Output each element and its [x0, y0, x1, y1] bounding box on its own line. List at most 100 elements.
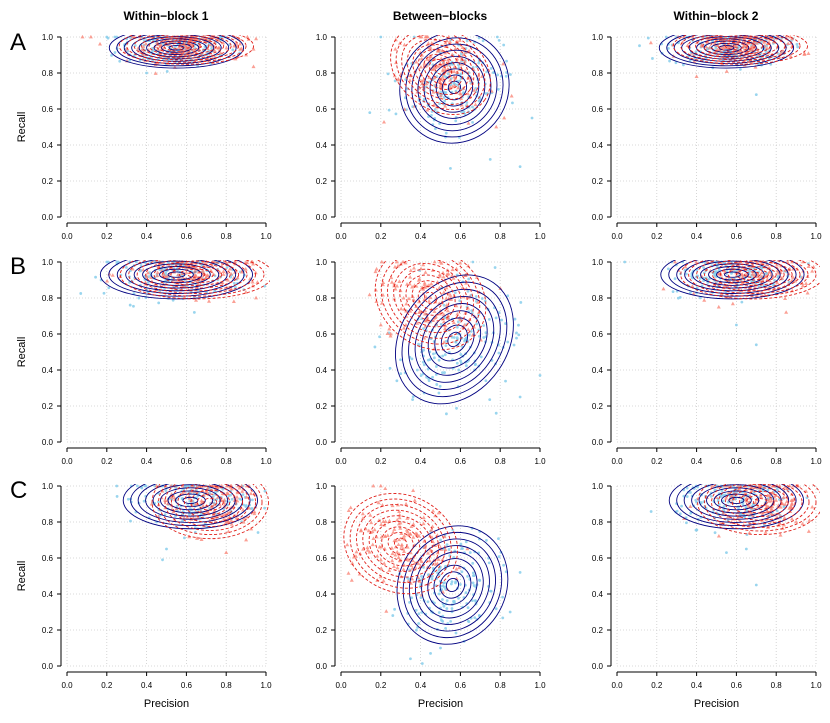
contour-line	[128, 260, 265, 297]
data-point-triangle	[411, 535, 416, 539]
data-point-triangle	[397, 509, 402, 513]
data-point-triangle	[388, 331, 393, 336]
data-point-triangle	[209, 500, 214, 504]
panel-4: 0.0 0.2 0.4 0.6 0.8 1.0 0.0 0.2 0.4 0.6 0.8 1.0 Reca…	[16, 258, 272, 466]
data-point-dot	[442, 604, 446, 608]
data-point-triangle	[385, 533, 390, 537]
contour-line	[126, 35, 247, 63]
data-point-dot	[694, 528, 698, 532]
contour-line	[387, 531, 414, 556]
data-point-triangle	[804, 281, 809, 285]
data-point-dot	[487, 561, 491, 565]
data-point-triangle	[224, 45, 229, 50]
data-point-triangle	[466, 327, 471, 332]
data-point-triangle	[143, 41, 148, 46]
contour-line	[162, 263, 231, 286]
panel-grid	[66, 485, 267, 667]
data-point-triangle	[208, 42, 213, 46]
data-point-triangle	[438, 260, 443, 264]
data-point-triangle	[365, 548, 370, 552]
data-point-dot	[439, 584, 443, 588]
data-point-dot	[761, 489, 765, 493]
data-point-triangle	[707, 36, 712, 41]
data-point-triangle	[765, 46, 770, 50]
data-point-dot	[434, 365, 438, 368]
series-dashed-contours	[118, 35, 254, 65]
data-point-triangle	[789, 498, 794, 502]
y-tick-label: 0.6	[42, 105, 54, 114]
data-point-triangle	[389, 275, 394, 280]
data-point-dot	[664, 35, 668, 39]
data-point-triangle	[98, 41, 103, 46]
contour-line	[171, 484, 250, 527]
data-point-triangle	[367, 292, 372, 297]
data-point-triangle	[205, 264, 210, 268]
data-point-dot	[422, 363, 426, 367]
series-dot-points	[391, 526, 522, 665]
y-axis: 0.0 0.2 0.4 0.6 0.8 1.0	[592, 258, 612, 447]
contour-line	[401, 281, 508, 398]
data-point-triangle	[385, 331, 390, 336]
data-point-dot	[218, 35, 222, 39]
data-point-triangle	[787, 506, 792, 510]
data-point-dot	[530, 116, 534, 120]
y-tick-label: 0.2	[42, 402, 54, 411]
x-axis: 0.0 0.2 0.4 0.6 0.8 1.0	[61, 222, 272, 241]
data-point-dot	[754, 583, 758, 587]
data-point-triangle	[384, 609, 389, 613]
data-point-triangle	[806, 264, 811, 268]
data-point-dot	[441, 584, 445, 588]
data-point-triangle	[208, 35, 213, 39]
panel-axes: 0.0 0.2 0.4 0.6 0.8 1.0 0.0 0.2 0.4 0.6 0.8 1.0	[592, 33, 822, 241]
y-tick-label: 0.4	[316, 366, 328, 375]
panel-data-layer	[367, 260, 542, 416]
data-point-triangle	[387, 326, 392, 331]
contour-line	[415, 545, 490, 625]
data-point-dot	[151, 46, 154, 50]
data-point-triangle	[241, 507, 246, 512]
contour-line	[399, 35, 510, 144]
data-point-dot	[469, 329, 473, 333]
data-point-triangle	[441, 319, 446, 324]
data-point-dot	[699, 501, 703, 505]
data-point-triangle	[396, 542, 401, 547]
data-point-triangle	[463, 310, 468, 315]
y-axis: 0.0 0.2 0.4 0.6 0.8 1.0	[316, 258, 336, 447]
data-point-dot	[470, 309, 474, 313]
data-point-dot	[702, 266, 706, 269]
data-point-dot	[444, 344, 448, 347]
x-tick-label: 0.0	[61, 232, 73, 241]
data-point-triangle	[243, 266, 248, 271]
data-point-triangle	[755, 274, 760, 279]
data-point-triangle	[422, 280, 427, 285]
data-point-triangle	[360, 516, 365, 520]
data-point-triangle	[728, 484, 733, 488]
data-point-dot	[646, 36, 650, 40]
data-point-dot	[234, 285, 237, 289]
contour-line	[683, 484, 790, 523]
data-point-triangle	[404, 501, 409, 506]
data-point-dot	[443, 99, 447, 103]
data-point-triangle	[673, 260, 678, 264]
data-point-dot	[441, 354, 445, 358]
data-point-triangle	[454, 566, 459, 571]
data-point-triangle	[767, 492, 772, 497]
contour-line	[692, 260, 773, 289]
data-point-dot	[458, 79, 461, 83]
data-point-triangle	[165, 501, 170, 506]
contour-line	[405, 274, 456, 322]
y-tick-label: 1.0	[42, 33, 54, 42]
x-axis-title: Precision	[418, 698, 463, 710]
contour-line	[349, 498, 452, 589]
data-point-triangle	[694, 260, 699, 264]
data-point-dot	[429, 652, 432, 655]
data-point-triangle	[225, 510, 230, 515]
data-point-triangle	[681, 35, 686, 39]
data-point-triangle	[373, 287, 378, 292]
data-point-triangle	[425, 57, 430, 61]
contour-line	[203, 497, 218, 507]
data-point-dot	[488, 398, 492, 402]
data-point-triangle	[392, 538, 397, 543]
data-point-triangle	[381, 280, 386, 285]
y-tick-label: 0.6	[316, 330, 328, 339]
